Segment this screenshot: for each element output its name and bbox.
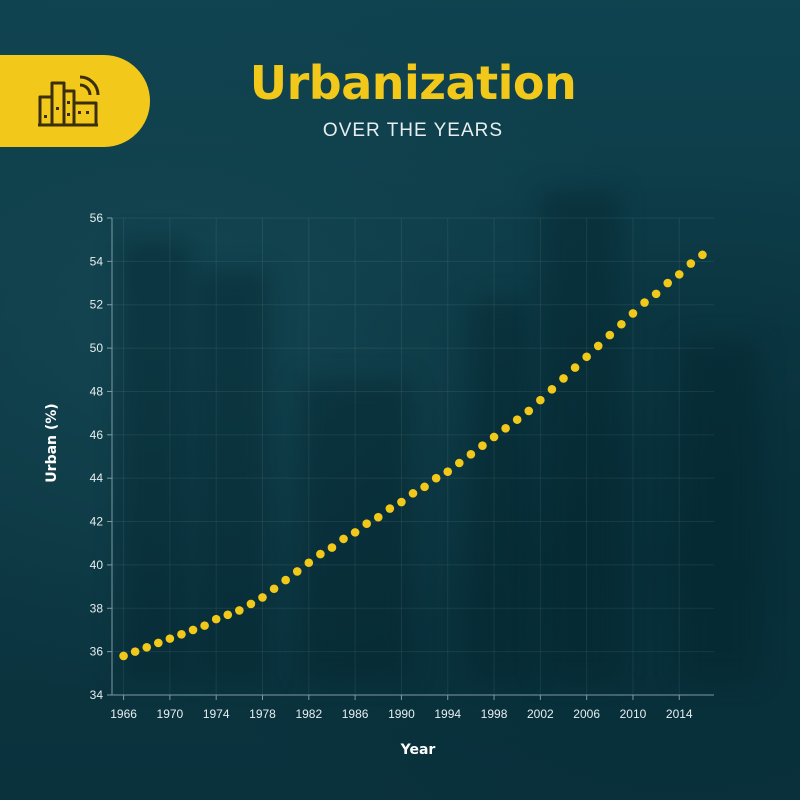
y-tick-label: 50 [90, 341, 104, 355]
data-point [142, 643, 152, 652]
data-point [512, 415, 522, 424]
y-tick-label: 52 [90, 298, 104, 312]
data-point [223, 610, 233, 620]
x-tick-label: 1966 [110, 707, 137, 721]
x-tick-label: 2014 [666, 707, 693, 721]
data-point [246, 599, 256, 609]
data-point [350, 528, 360, 537]
data-point [593, 341, 603, 351]
data-point [570, 363, 580, 372]
y-tick-label: 34 [90, 688, 104, 702]
data-point [559, 374, 568, 383]
data-point [316, 549, 325, 559]
city-buildings-icon [38, 75, 100, 127]
data-point [165, 634, 175, 643]
y-tick-label: 46 [90, 428, 104, 442]
data-point [651, 289, 661, 299]
y-tick-label: 44 [90, 471, 104, 485]
data-point [617, 319, 626, 329]
data-point [200, 621, 209, 630]
data-point [628, 309, 638, 318]
y-tick-label: 48 [90, 384, 104, 398]
x-tick-label: 1970 [157, 707, 184, 721]
data-point [408, 489, 418, 498]
data-point [524, 406, 534, 416]
x-tick-label: 2006 [573, 707, 600, 721]
background-building-silhouette [120, 240, 190, 680]
background-building-silhouette [540, 190, 620, 680]
data-point [177, 629, 186, 639]
data-point [304, 558, 314, 568]
data-point [466, 450, 476, 459]
background-building-silhouette [680, 340, 760, 680]
data-point [373, 512, 383, 522]
data-point [281, 575, 290, 585]
data-point [327, 543, 337, 552]
data-point [547, 384, 557, 394]
y-tick-label: 56 [90, 211, 104, 225]
x-tick-label: 1998 [481, 707, 508, 721]
data-point [605, 330, 615, 340]
header-badge [0, 55, 150, 147]
data-point [188, 625, 198, 635]
data-point [269, 584, 279, 594]
data-point [397, 497, 406, 507]
data-point [489, 432, 499, 442]
data-point [501, 424, 510, 433]
y-tick-label: 42 [90, 515, 104, 529]
data-point [235, 606, 244, 615]
page-title: Urbanization [249, 56, 577, 110]
data-point [663, 278, 672, 288]
data-point [154, 638, 163, 648]
x-tick-label: 1990 [388, 707, 415, 721]
data-point [339, 534, 348, 544]
background-building-silhouette [470, 300, 530, 680]
data-point [640, 298, 649, 307]
data-point [478, 441, 487, 450]
data-point [385, 504, 395, 513]
data-point [119, 651, 128, 661]
x-tick-label: 2002 [527, 707, 554, 721]
x-tick-label: 1982 [295, 707, 322, 721]
data-point [443, 467, 453, 476]
y-tick-label: 38 [90, 601, 104, 615]
data-point [455, 458, 464, 468]
x-tick-label: 2010 [620, 707, 647, 721]
data-point [258, 593, 267, 602]
data-point [420, 482, 429, 492]
y-tick-label: 54 [90, 254, 104, 268]
data-point [582, 352, 591, 362]
data-point [130, 647, 140, 656]
data-point [211, 614, 221, 624]
data-point [536, 395, 545, 405]
data-point [431, 473, 441, 483]
y-axis-label: Urban (%) [44, 403, 60, 482]
x-tick-label: 1994 [434, 707, 461, 721]
data-point [292, 567, 302, 576]
data-point [686, 259, 696, 268]
data-point [674, 270, 684, 279]
x-tick-label: 1974 [203, 707, 230, 721]
x-tick-label: 1986 [342, 707, 369, 721]
page-subtitle: OVER THE YEARS [322, 120, 504, 141]
y-tick-label: 36 [90, 645, 104, 659]
data-point [362, 519, 371, 529]
y-tick-label: 40 [90, 558, 104, 572]
background-building-silhouette [195, 270, 270, 680]
data-point [698, 250, 707, 260]
x-axis-label: Year [400, 742, 436, 758]
x-tick-label: 1978 [249, 707, 276, 721]
